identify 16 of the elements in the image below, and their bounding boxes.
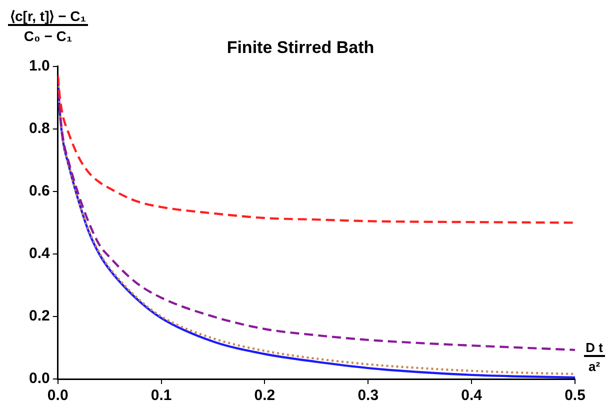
x-tick-label: 0.3 [358,387,379,404]
y-tick-label: 1.0 [28,58,50,75]
y-tick-label: 0.0 [28,370,50,388]
line-series [58,74,575,224]
y-tick-label: 0.8 [28,120,50,138]
x-axis-title: D t a² [584,340,604,374]
x-tick-label: 0.5 [564,387,586,404]
x-tick-label: 0.4 [461,387,483,404]
chart-title: Finite Stirred Bath [226,38,374,57]
x-tick-label: 0.0 [47,387,68,404]
y-tick-label: 0.4 [28,245,50,262]
x-tick-label: 0.2 [254,387,276,404]
y-axis-title: ⟨c[r, t]⟩ − C₁ C₀ − C₁ [9,8,88,44]
y-tick-label: 0.2 [28,308,50,325]
y-tick-label: 0.6 [28,182,50,200]
x-tick-label: 0.1 [150,387,172,404]
